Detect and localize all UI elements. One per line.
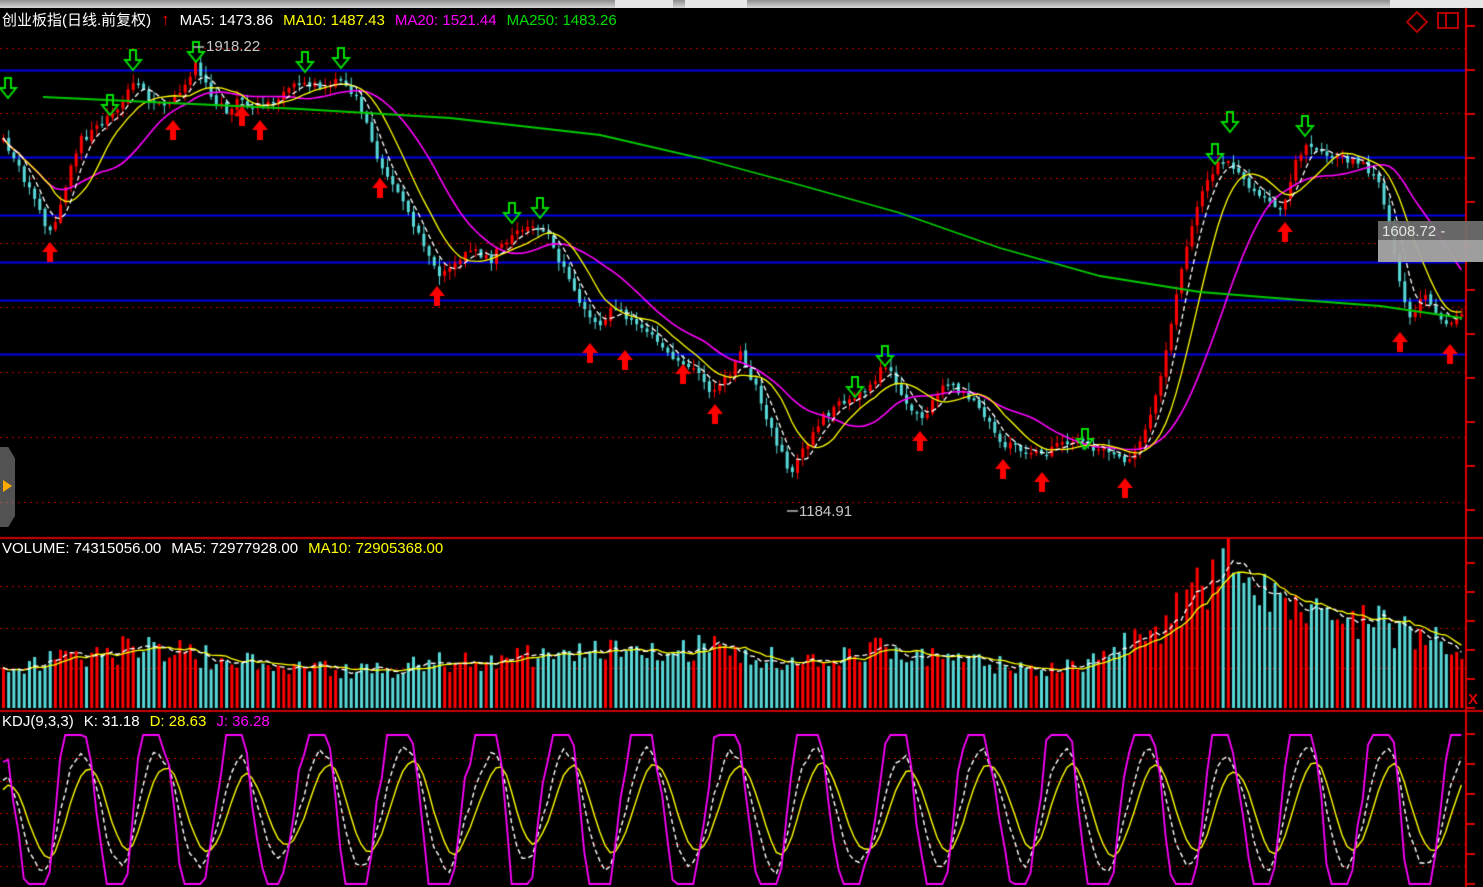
volume-pane[interactable] xyxy=(0,539,1466,710)
main-chart-pane[interactable] xyxy=(0,8,1466,537)
volume-value: VOLUME: 74315056.00 xyxy=(2,540,162,557)
close-indicator-button[interactable]: X xyxy=(1468,691,1479,708)
trend-up-arrow-icon: ↑ xyxy=(161,10,170,29)
kdj-indicator-name: KDJ(9,3,3) xyxy=(2,713,74,730)
high-price-label: 1918.22 xyxy=(206,38,261,55)
kdj-k-value: K: 31.18 xyxy=(83,713,140,730)
price-marker-box: 1608.72 - xyxy=(1378,221,1483,262)
instrument-title: 创业板指(日线.前复权) xyxy=(2,12,152,29)
kdj-j-value: J: 36.28 xyxy=(216,713,270,730)
sidebar-flyout-handle[interactable] xyxy=(0,447,15,527)
main-chart-header: 创业板指(日线.前复权) ↑ MA5: 1473.86 MA10: 1487.43 MA… xyxy=(2,11,627,29)
ma5-value: MA5: 1473.86 xyxy=(179,12,274,29)
kdj-d-value: D: 28.63 xyxy=(149,713,207,730)
ma20-value: MA20: 1521.44 xyxy=(394,12,497,29)
split-window-icon[interactable] xyxy=(1437,12,1459,29)
expand-right-triangle-icon xyxy=(3,480,12,492)
volume-header: VOLUME: 74315056.00 MA5: 72977928.00 MA10:… xyxy=(2,540,453,557)
kdj-pane[interactable] xyxy=(0,712,1466,887)
split-window-divider xyxy=(1445,14,1447,27)
low-price-label: 1184.91 xyxy=(799,503,853,520)
ma250-value: MA250: 1483.26 xyxy=(506,12,617,29)
volume-ma5-value: MA5: 72977928.00 xyxy=(171,540,299,557)
ma10-value: MA10: 1487.43 xyxy=(283,12,385,29)
volume-ma10-value: MA10: 72905368.00 xyxy=(308,540,444,557)
kdj-header: KDJ(9,3,3) K: 31.18 D: 28.63 J: 36.28 xyxy=(2,713,280,730)
